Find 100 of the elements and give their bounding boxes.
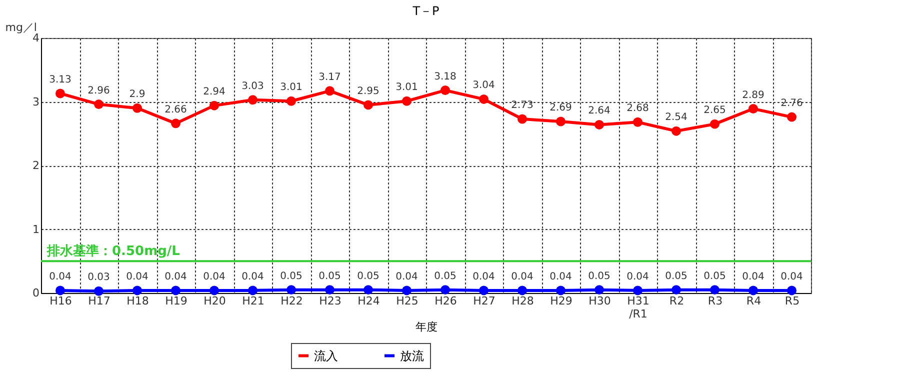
x-tick-label: H23 xyxy=(319,294,342,308)
data-label: 2.89 xyxy=(742,90,764,101)
data-label: 2.95 xyxy=(357,86,380,97)
x-tick-label: R4 xyxy=(746,294,762,308)
x-tick-label: H21 xyxy=(242,294,264,308)
x-tick-label: H25 xyxy=(396,294,418,308)
data-label: 2.73 xyxy=(511,100,534,111)
data-label: 0.04 xyxy=(472,271,495,282)
point xyxy=(94,100,104,110)
x-tick-label: R3 xyxy=(708,294,723,308)
x-tick-label: H19 xyxy=(165,294,188,308)
data-label: 0.04 xyxy=(742,271,764,282)
data-label: 3.13 xyxy=(49,74,72,86)
x-axis-title: 年度 xyxy=(416,320,438,334)
data-label: 2.96 xyxy=(88,85,110,96)
point xyxy=(556,286,566,296)
data-label: 0.03 xyxy=(88,272,110,284)
point xyxy=(56,286,65,296)
legend-label: 流入 xyxy=(314,348,338,363)
x-tick-label: H16 xyxy=(50,294,72,308)
point xyxy=(748,286,758,296)
data-label: 0.04 xyxy=(550,271,572,282)
point xyxy=(479,286,488,296)
point xyxy=(364,100,373,110)
x-tick-label: H18 xyxy=(126,294,149,308)
point xyxy=(440,285,450,295)
point xyxy=(402,286,412,296)
point xyxy=(672,126,681,136)
data-label: 2.9 xyxy=(129,89,146,100)
point xyxy=(633,117,642,127)
data-label: 0.05 xyxy=(588,270,610,282)
x-tick-label: H30 xyxy=(588,294,611,308)
data-label: 0.04 xyxy=(126,271,148,282)
point xyxy=(171,286,180,296)
x-tick-label: H28 xyxy=(512,294,534,308)
point xyxy=(132,103,142,113)
point xyxy=(210,100,219,110)
data-label: 0.05 xyxy=(704,270,726,282)
data-label: 2.69 xyxy=(550,102,572,114)
point xyxy=(479,94,488,104)
data-label: 0.04 xyxy=(780,271,803,282)
point xyxy=(325,285,334,295)
data-label: 2.64 xyxy=(588,106,610,117)
data-label: 2.65 xyxy=(704,105,726,116)
point xyxy=(594,120,604,130)
point xyxy=(325,86,334,96)
point xyxy=(248,286,258,296)
data-label: 3.18 xyxy=(434,71,456,82)
data-label: 0.04 xyxy=(242,271,264,282)
point xyxy=(440,86,450,96)
point xyxy=(56,88,65,98)
point xyxy=(748,104,758,114)
point xyxy=(171,118,180,128)
x-tick-label: H31 /R1 xyxy=(627,294,650,320)
data-label: 2.94 xyxy=(203,86,226,98)
point xyxy=(132,286,142,296)
point xyxy=(402,96,412,106)
point xyxy=(710,119,720,129)
data-label: 0.05 xyxy=(280,270,302,282)
data-label: 0.05 xyxy=(357,270,380,282)
data-label: 3.03 xyxy=(242,80,264,92)
data-label: 3.01 xyxy=(396,82,418,94)
point xyxy=(518,286,527,296)
y-tick-label: 4 xyxy=(32,32,40,44)
x-tick-label: H27 xyxy=(473,294,496,308)
point xyxy=(286,96,296,106)
legend-label: 放流 xyxy=(400,348,424,363)
point xyxy=(556,116,566,126)
point xyxy=(787,112,796,122)
data-label: 0.05 xyxy=(318,270,341,282)
x-tick-label: H24 xyxy=(358,294,380,308)
x-tick-label: H17 xyxy=(88,294,110,308)
point xyxy=(286,285,296,295)
point xyxy=(364,285,373,295)
point xyxy=(210,286,219,296)
point xyxy=(787,286,796,296)
y-tick-label: 2 xyxy=(32,159,40,172)
point xyxy=(594,285,604,295)
data-label: 0.04 xyxy=(164,271,187,282)
point xyxy=(710,285,720,295)
data-label: 0.04 xyxy=(49,271,72,282)
x-tick-label: H29 xyxy=(550,294,572,308)
x-tick-label: H20 xyxy=(204,294,226,308)
y-axis-title: mg／l xyxy=(5,21,37,34)
ref-line-label: 排水基準：0.50mg/L xyxy=(46,244,180,260)
x-tick-label: H22 xyxy=(280,294,303,308)
y-tick-label: 1 xyxy=(32,222,40,236)
x-tick-label: R2 xyxy=(669,294,684,308)
point xyxy=(518,114,527,124)
data-label: 3.01 xyxy=(280,82,302,94)
y-tick-label: 3 xyxy=(32,95,40,108)
data-label: 0.04 xyxy=(203,271,226,282)
point xyxy=(248,95,258,105)
data-label: 0.04 xyxy=(511,271,534,282)
data-label: 2.66 xyxy=(164,104,187,116)
data-label: 3.17 xyxy=(318,72,341,83)
chart-title: T－P xyxy=(412,4,440,18)
point xyxy=(672,285,681,295)
data-label: 2.54 xyxy=(665,112,688,124)
data-label: 0.05 xyxy=(665,270,688,282)
